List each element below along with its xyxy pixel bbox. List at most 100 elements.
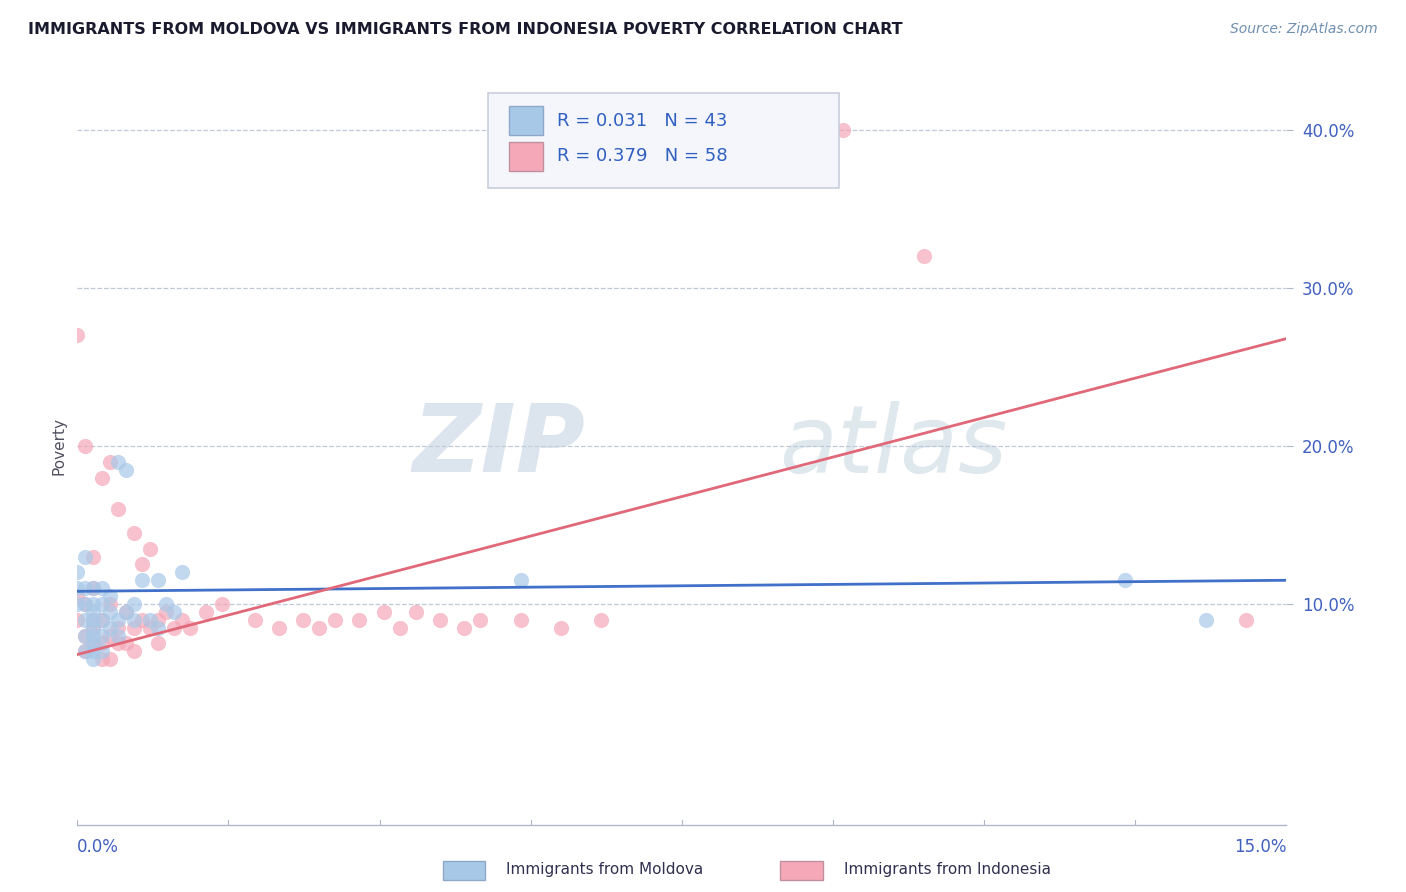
Point: [90, 636, 112, 650]
Point: [179, 621, 201, 635]
Point: [90, 628, 112, 642]
Point: [82, 628, 104, 642]
Point: [163, 621, 186, 635]
Point: [509, 613, 531, 627]
Point: [107, 621, 129, 635]
Point: [75, 613, 97, 627]
Point: [82, 605, 104, 619]
Point: [75, 597, 97, 611]
Point: [98, 605, 121, 619]
Point: [139, 541, 162, 556]
Point: [82, 652, 104, 666]
Point: [82, 621, 104, 635]
Point: [146, 613, 169, 627]
Point: [75, 549, 97, 564]
Point: [131, 574, 153, 588]
Point: [90, 652, 112, 666]
Point: [308, 621, 330, 635]
Point: [146, 621, 169, 635]
Point: [98, 621, 121, 635]
Text: R = 0.379   N = 58: R = 0.379 N = 58: [557, 147, 728, 165]
Text: atlas: atlas: [779, 401, 1007, 491]
Point: [66, 581, 89, 595]
Point: [90, 597, 112, 611]
Point: [98, 652, 121, 666]
Point: [90, 613, 112, 627]
Point: [107, 502, 129, 516]
Text: 15.0%: 15.0%: [1234, 838, 1286, 855]
Point: [75, 597, 97, 611]
Point: [139, 613, 162, 627]
Point: [82, 621, 104, 635]
FancyBboxPatch shape: [509, 106, 543, 136]
Point: [66, 597, 89, 611]
Point: [131, 613, 153, 627]
Point: [107, 613, 129, 627]
Point: [66, 613, 89, 627]
Point: [155, 597, 177, 611]
Point: [591, 613, 613, 627]
Point: [98, 628, 121, 642]
Point: [82, 636, 104, 650]
Text: Source: ZipAtlas.com: Source: ZipAtlas.com: [1230, 22, 1378, 37]
Point: [114, 463, 136, 477]
Point: [155, 605, 177, 619]
Point: [146, 574, 169, 588]
Text: ZIP: ZIP: [412, 400, 585, 492]
Point: [82, 581, 104, 595]
Point: [388, 621, 411, 635]
Point: [131, 558, 153, 572]
Point: [90, 581, 112, 595]
Point: [66, 328, 89, 343]
Point: [146, 636, 169, 650]
Point: [349, 613, 371, 627]
Point: [122, 597, 145, 611]
Point: [122, 621, 145, 635]
Point: [172, 613, 194, 627]
FancyBboxPatch shape: [488, 94, 839, 188]
Point: [211, 597, 233, 611]
Point: [912, 249, 935, 264]
Point: [107, 628, 129, 642]
Point: [66, 589, 89, 603]
Point: [114, 605, 136, 619]
Point: [832, 123, 855, 137]
Point: [98, 597, 121, 611]
Point: [1114, 574, 1136, 588]
Point: [82, 549, 104, 564]
Point: [66, 566, 89, 580]
Point: [75, 628, 97, 642]
Text: R = 0.031   N = 43: R = 0.031 N = 43: [557, 112, 728, 129]
Point: [114, 636, 136, 650]
Point: [550, 621, 572, 635]
Point: [373, 605, 395, 619]
Point: [453, 621, 475, 635]
Point: [405, 605, 427, 619]
FancyBboxPatch shape: [509, 142, 543, 170]
Point: [122, 613, 145, 627]
Point: [122, 644, 145, 658]
Point: [139, 621, 162, 635]
Point: [75, 439, 97, 453]
Point: [82, 636, 104, 650]
Point: [90, 644, 112, 658]
Point: [195, 605, 218, 619]
Point: [75, 581, 97, 595]
Text: Immigrants from Indonesia: Immigrants from Indonesia: [844, 863, 1050, 877]
Point: [172, 566, 194, 580]
Point: [163, 605, 186, 619]
Point: [75, 628, 97, 642]
Text: IMMIGRANTS FROM MOLDOVA VS IMMIGRANTS FROM INDONESIA POVERTY CORRELATION CHART: IMMIGRANTS FROM MOLDOVA VS IMMIGRANTS FR…: [28, 22, 903, 37]
Point: [75, 644, 97, 658]
Point: [122, 525, 145, 540]
Point: [75, 644, 97, 658]
Point: [107, 636, 129, 650]
Y-axis label: Poverty: Poverty: [51, 417, 66, 475]
Point: [98, 455, 121, 469]
Point: [429, 613, 451, 627]
Point: [90, 470, 112, 484]
Point: [292, 613, 315, 627]
Point: [1195, 613, 1218, 627]
Point: [1234, 613, 1257, 627]
Text: Immigrants from Moldova: Immigrants from Moldova: [506, 863, 703, 877]
